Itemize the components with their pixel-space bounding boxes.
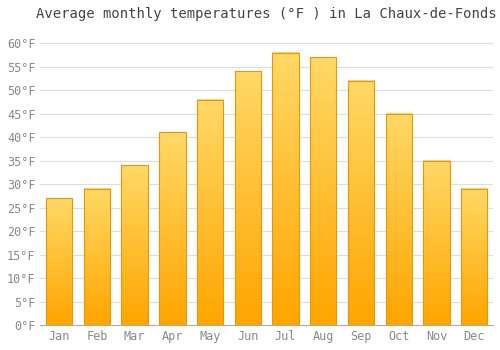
Bar xyxy=(461,189,487,325)
Bar xyxy=(84,189,110,325)
Bar xyxy=(424,161,450,325)
Bar xyxy=(386,114,412,325)
Bar xyxy=(159,132,186,325)
Bar xyxy=(348,81,374,325)
Bar xyxy=(310,57,336,325)
Title: Average monthly temperatures (°F ) in La Chaux-de-Fonds: Average monthly temperatures (°F ) in La… xyxy=(36,7,497,21)
Bar xyxy=(46,198,72,325)
Bar xyxy=(272,52,299,325)
Bar xyxy=(122,165,148,325)
Bar xyxy=(197,99,224,325)
Bar xyxy=(234,71,261,325)
